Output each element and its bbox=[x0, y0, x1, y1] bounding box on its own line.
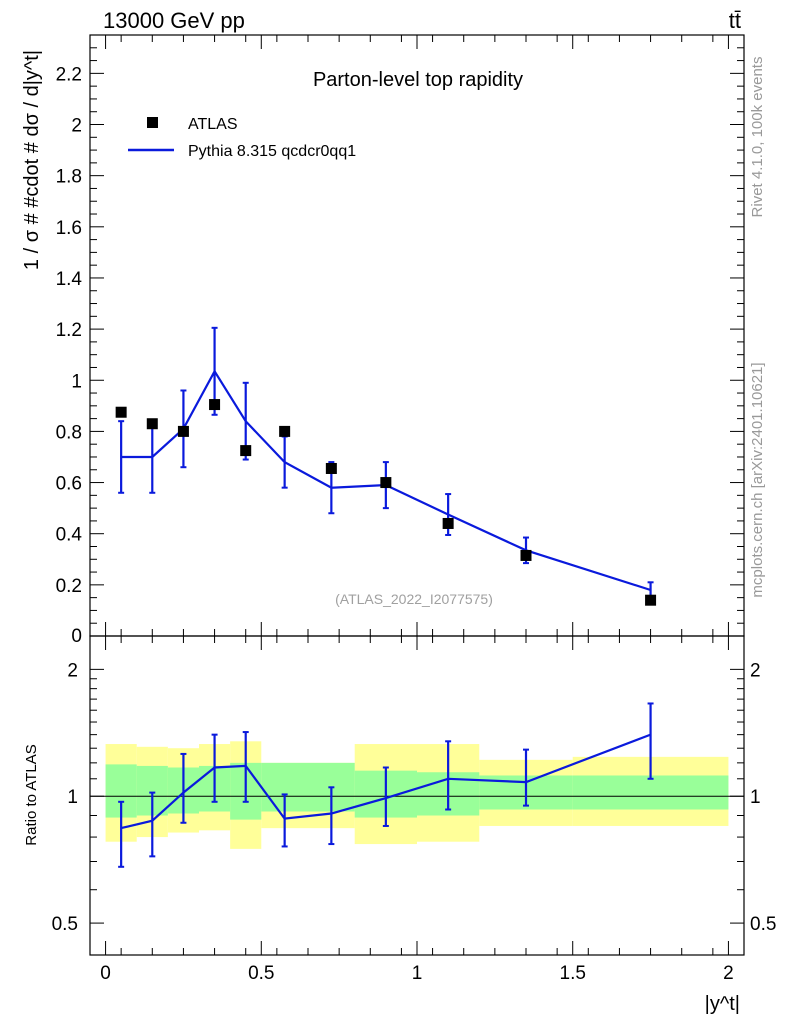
ratio-y-tick-label-right: 1 bbox=[750, 787, 761, 808]
legend-mc-label: Pythia 8.315 qcdcr0qq1 bbox=[188, 143, 356, 160]
ratio-x-tick-label: 1.5 bbox=[560, 963, 586, 984]
atlas-data-point bbox=[115, 406, 127, 418]
ratio-y-tick-label-right: 2 bbox=[750, 660, 761, 681]
ratio-plot-area: 0.5 0.5 1 1 2 2 0 0.5 1 1.5 2 bbox=[52, 635, 776, 984]
atlas-data-point bbox=[380, 477, 392, 489]
main-y-tick-label: 0.8 bbox=[56, 422, 82, 443]
ratio-x-tick-label: 1 bbox=[412, 963, 423, 984]
ratio-inner-uncertainty-band bbox=[572, 775, 729, 810]
ratio-x-tick-label: 0.5 bbox=[248, 963, 274, 984]
x-axis-label: |y^t| bbox=[705, 993, 740, 1015]
atlas-data-point bbox=[146, 418, 158, 430]
rivet-version-label: Rivet 4.1.0, 100k events bbox=[749, 57, 766, 218]
ratio-x-tick-label: 2 bbox=[723, 963, 734, 984]
ratio-y-axis-label: Ratio to ATLAS bbox=[23, 744, 40, 845]
atlas-data-point bbox=[177, 425, 189, 437]
atlas-data-point bbox=[520, 549, 532, 561]
ratio-x-tick-label: 0 bbox=[100, 963, 111, 984]
process-label: tt̄ bbox=[729, 8, 741, 33]
atlas-data-point bbox=[279, 425, 291, 437]
ratio-y-tick-label: 0.5 bbox=[52, 914, 78, 935]
legend: ATLAS Pythia 8.315 qcdcr0qq1 bbox=[128, 116, 356, 160]
main-y-tick-label: 0.6 bbox=[56, 474, 82, 495]
main-y-tick-label: 1.2 bbox=[56, 320, 82, 341]
atlas-data-point bbox=[442, 517, 454, 529]
main-y-tick-label: 1.4 bbox=[56, 269, 83, 290]
main-y-tick-label: 2.2 bbox=[56, 64, 82, 85]
energy-label: 13000 GeV pp bbox=[103, 8, 245, 33]
legend-atlas-marker bbox=[147, 117, 158, 128]
atlas-data-point bbox=[240, 445, 252, 457]
main-y-axis-label: 1 / σ # #cdot # dσ / d|y^t| bbox=[21, 50, 43, 270]
main-y-zero-label: 0 bbox=[71, 626, 82, 647]
main-plot-area: 0.2 0.4 0.6 0.8 1 1.2 1.4 1.6 1.8 2 2.2 0 bbox=[56, 34, 745, 647]
ratio-y-tick-label: 1 bbox=[67, 787, 78, 808]
ratio-y-tick-label: 2 bbox=[67, 660, 78, 681]
legend-atlas-label: ATLAS bbox=[188, 116, 238, 133]
main-y-tick-label: 1 bbox=[71, 371, 82, 392]
atlas-data-point bbox=[209, 399, 221, 411]
main-y-tick-label: 2 bbox=[71, 116, 82, 137]
plot-title: Parton-level top rapidity bbox=[313, 69, 523, 91]
main-y-tick-label: 1.6 bbox=[56, 218, 82, 239]
main-y-tick-label: 0.4 bbox=[56, 525, 83, 546]
main-y-tick-label: 0.2 bbox=[56, 576, 82, 597]
atlas-data-point bbox=[645, 594, 657, 606]
ratio-y-tick-label-right: 0.5 bbox=[750, 914, 776, 935]
analysis-watermark: (ATLAS_2022_I2077575) bbox=[335, 591, 493, 607]
ratio-inner-uncertainty-band bbox=[261, 762, 355, 812]
atlas-data-point bbox=[325, 462, 337, 474]
mcplots-label: mcplots.cern.ch [arXiv:2401.10621] bbox=[749, 362, 766, 597]
main-y-tick-label: 1.8 bbox=[56, 167, 82, 188]
